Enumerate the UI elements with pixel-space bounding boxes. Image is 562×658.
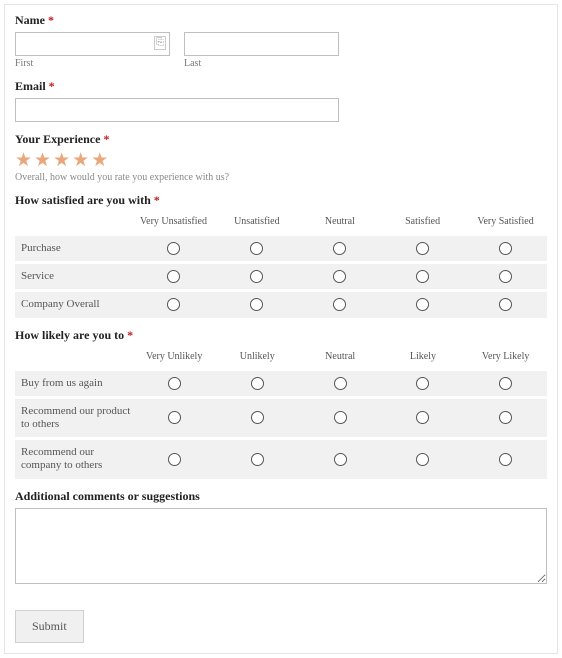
comments-field-group: Additional comments or suggestions <box>15 489 547 588</box>
radio-option[interactable] <box>499 377 512 390</box>
row-label: Recommend our product to others <box>15 397 133 438</box>
radio-option[interactable] <box>416 242 429 255</box>
experience-label: Your Experience * <box>15 132 547 147</box>
col-header: Satisfied <box>381 212 464 235</box>
comments-textarea[interactable] <box>15 508 547 584</box>
radio-option[interactable] <box>334 411 347 424</box>
radio-option[interactable] <box>250 242 263 255</box>
radio-option[interactable] <box>167 298 180 311</box>
matrix-row: Service <box>15 263 547 291</box>
radio-option[interactable] <box>333 298 346 311</box>
required-marker: * <box>127 328 133 342</box>
likelihood-label: How likely are you to * <box>15 328 547 343</box>
name-row: ⎘ First Last <box>15 32 547 69</box>
last-name-col: Last <box>184 32 339 69</box>
radio-option[interactable] <box>250 298 263 311</box>
col-header: Likely <box>382 347 465 370</box>
required-marker: * <box>48 13 54 27</box>
row-label: Recommend our company to others <box>15 439 133 479</box>
radio-option[interactable] <box>168 377 181 390</box>
col-header: Neutral <box>299 212 382 235</box>
col-header: Very Unsatisfied <box>132 212 215 235</box>
matrix-row: Buy from us again <box>15 369 547 397</box>
email-field-group: Email * <box>15 79 547 122</box>
row-label: Company Overall <box>15 291 132 318</box>
first-name-input[interactable] <box>15 32 170 56</box>
email-input[interactable] <box>15 98 339 122</box>
satisfaction-label: How satisfied are you with * <box>15 193 547 208</box>
matrix-row: Purchase <box>15 235 547 263</box>
satisfaction-field-group: How satisfied are you with * Very Unsati… <box>15 193 547 318</box>
radio-option[interactable] <box>499 242 512 255</box>
radio-option[interactable] <box>168 453 181 466</box>
radio-option[interactable] <box>333 270 346 283</box>
name-label: Name * <box>15 13 547 28</box>
first-sublabel: First <box>15 58 170 69</box>
matrix-header-row: Very Unsatisfied Unsatisfied Neutral Sat… <box>15 212 547 235</box>
radio-option[interactable] <box>499 411 512 424</box>
col-header: Very Satisfied <box>464 212 547 235</box>
col-header: Very Likely <box>464 347 547 370</box>
comments-label: Additional comments or suggestions <box>15 489 547 504</box>
experience-subtext: Overall, how would you rate you experien… <box>15 172 547 183</box>
first-name-col: ⎘ First <box>15 32 170 69</box>
matrix-row: Company Overall <box>15 291 547 318</box>
radio-option[interactable] <box>167 270 180 283</box>
satisfaction-matrix: Very Unsatisfied Unsatisfied Neutral Sat… <box>15 212 547 318</box>
radio-option[interactable] <box>499 453 512 466</box>
radio-option[interactable] <box>251 453 264 466</box>
last-name-input[interactable] <box>184 32 339 56</box>
radio-option[interactable] <box>250 270 263 283</box>
email-label: Email * <box>15 79 547 94</box>
submit-button[interactable]: Submit <box>15 610 84 643</box>
name-field-group: Name * ⎘ First Last <box>15 13 547 69</box>
radio-option[interactable] <box>334 377 347 390</box>
row-label: Service <box>15 263 132 291</box>
radio-option[interactable] <box>251 377 264 390</box>
star-icon[interactable]: ★ <box>53 151 70 170</box>
last-sublabel: Last <box>184 58 339 69</box>
col-header: Neutral <box>299 347 382 370</box>
experience-field-group: Your Experience * ★ ★ ★ ★ ★ Overall, how… <box>15 132 547 183</box>
radio-option[interactable] <box>416 453 429 466</box>
required-marker: * <box>49 79 55 93</box>
radio-option[interactable] <box>499 270 512 283</box>
star-rating[interactable]: ★ ★ ★ ★ ★ <box>15 151 547 170</box>
matrix-row: Recommend our company to others <box>15 439 547 479</box>
radio-option[interactable] <box>416 298 429 311</box>
col-header: Very Unlikely <box>133 347 216 370</box>
matrix-row: Recommend our product to others <box>15 397 547 438</box>
col-header: Unsatisfied <box>215 212 298 235</box>
likelihood-field-group: How likely are you to * Very Unlikely Un… <box>15 328 547 479</box>
radio-option[interactable] <box>334 453 347 466</box>
radio-option[interactable] <box>167 242 180 255</box>
row-label: Purchase <box>15 235 132 263</box>
radio-option[interactable] <box>416 270 429 283</box>
survey-form: Name * ⎘ First Last Email * Your Experie… <box>4 4 558 654</box>
star-icon[interactable]: ★ <box>34 151 51 170</box>
required-marker: * <box>154 193 160 207</box>
radio-option[interactable] <box>251 411 264 424</box>
star-icon[interactable]: ★ <box>72 151 89 170</box>
col-header: Unlikely <box>216 347 299 370</box>
radio-option[interactable] <box>499 298 512 311</box>
radio-option[interactable] <box>333 242 346 255</box>
matrix-header-row: Very Unlikely Unlikely Neutral Likely Ve… <box>15 347 547 370</box>
radio-option[interactable] <box>416 411 429 424</box>
required-marker: * <box>103 132 109 146</box>
likelihood-matrix: Very Unlikely Unlikely Neutral Likely Ve… <box>15 347 547 479</box>
star-icon[interactable]: ★ <box>15 151 32 170</box>
star-icon[interactable]: ★ <box>91 151 108 170</box>
radio-option[interactable] <box>416 377 429 390</box>
row-label: Buy from us again <box>15 369 133 397</box>
radio-option[interactable] <box>168 411 181 424</box>
